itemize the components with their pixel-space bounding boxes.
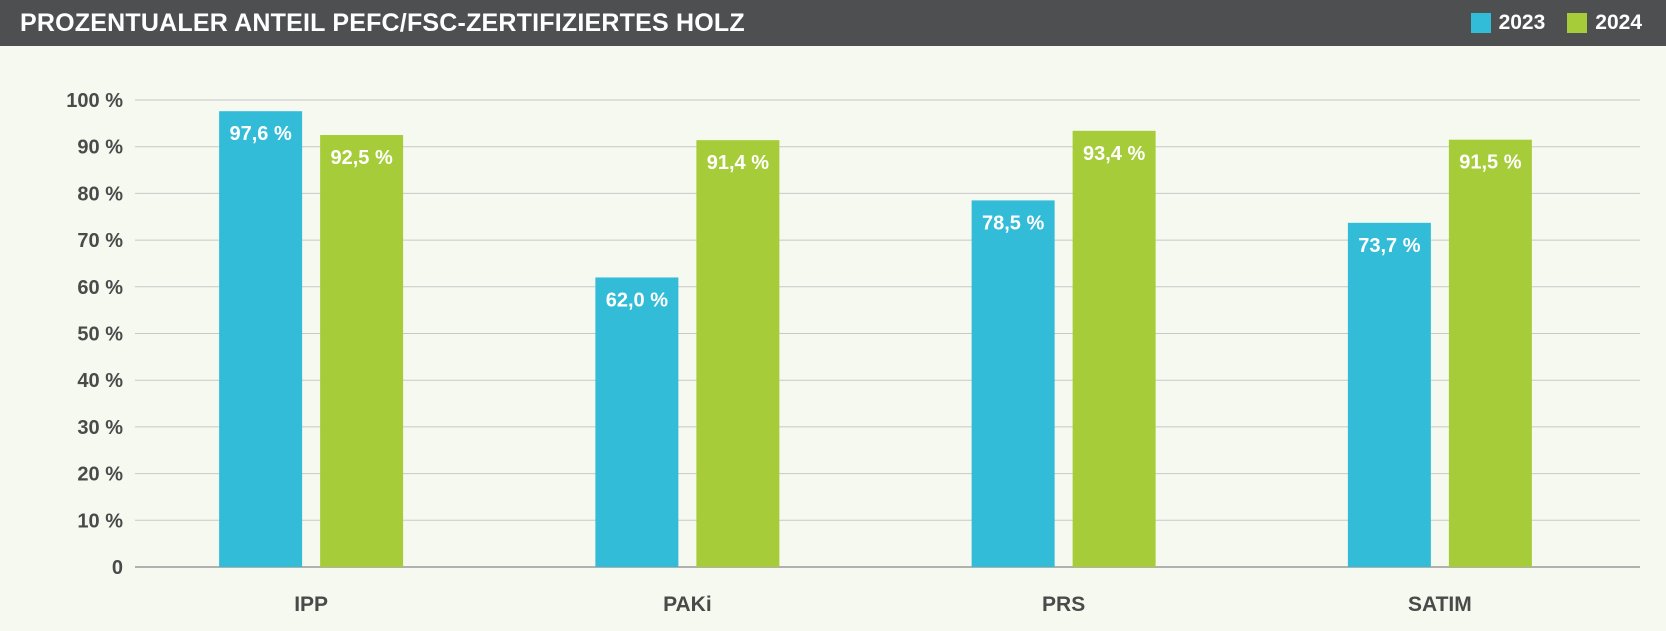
y-tick-label-0: 0	[112, 557, 123, 579]
legend-label-2024: 2024	[1595, 11, 1642, 34]
legend: 2023 2024	[1449, 0, 1642, 46]
data-label-satim-2023: 73,7 %	[1358, 235, 1420, 257]
y-tick-label-100: 100 %	[66, 90, 123, 112]
y-tick-label-50: 50 %	[77, 324, 123, 346]
y-tick-label-20: 20 %	[77, 464, 123, 486]
y-tick-label-80: 80 %	[77, 183, 123, 205]
bar-satim-2024	[1448, 139, 1532, 567]
bar-ipp-2024	[320, 135, 404, 567]
legend-label-2023: 2023	[1498, 11, 1546, 34]
legend-swatch-2023	[1470, 13, 1491, 33]
data-label-paki-2023: 62,0 %	[606, 289, 668, 311]
y-tick-label-10: 10 %	[77, 510, 123, 532]
bar-prs-2023	[971, 200, 1055, 567]
data-label-prs-2023: 78,5 %	[982, 212, 1044, 234]
bar-chart: 0 10 % 20 % 30 % 40 % 50 % 60 % 70 % 80 % 90 % 100…	[66, 90, 1640, 616]
data-label-ipp-2023: 97,6 %	[229, 123, 291, 145]
legend-swatch-2024	[1567, 13, 1588, 33]
data-label-satim-2024: 91,5 %	[1459, 152, 1521, 174]
x-category-label-prs: PRS	[1042, 593, 1085, 616]
y-tick-label-40: 40 %	[77, 370, 123, 392]
bar-paki-2023	[595, 277, 679, 567]
y-tick-label-70: 70 %	[77, 230, 123, 252]
bar-paki-2024	[696, 140, 780, 568]
bar-satim-2023	[1347, 222, 1431, 568]
bar-prs-2024	[1072, 130, 1156, 567]
chart-header: PROZENTUALER ANTEIL PEFC/FSC-ZERTIFIZIER…	[0, 0, 1666, 46]
bar-ipp-2023	[219, 111, 303, 567]
data-label-paki-2024: 91,4 %	[707, 152, 769, 174]
x-category-label-ipp: IPP	[294, 593, 328, 616]
y-tick-label-90: 90 %	[77, 137, 123, 159]
x-category-label-satim: SATIM	[1408, 593, 1472, 616]
data-label-ipp-2024: 92,5 %	[330, 147, 392, 169]
chart-title: PROZENTUALER ANTEIL PEFC/FSC-ZERTIFIZIER…	[20, 9, 745, 37]
legend-item-2023: 2023	[1470, 11, 1546, 35]
legend-item-2024: 2024	[1567, 11, 1642, 35]
y-tick-label-30: 30 %	[77, 417, 123, 439]
y-tick-label-60: 60 %	[77, 277, 123, 299]
x-category-label-paki: PAKi	[663, 593, 712, 616]
data-label-prs-2024: 93,4 %	[1083, 143, 1145, 165]
